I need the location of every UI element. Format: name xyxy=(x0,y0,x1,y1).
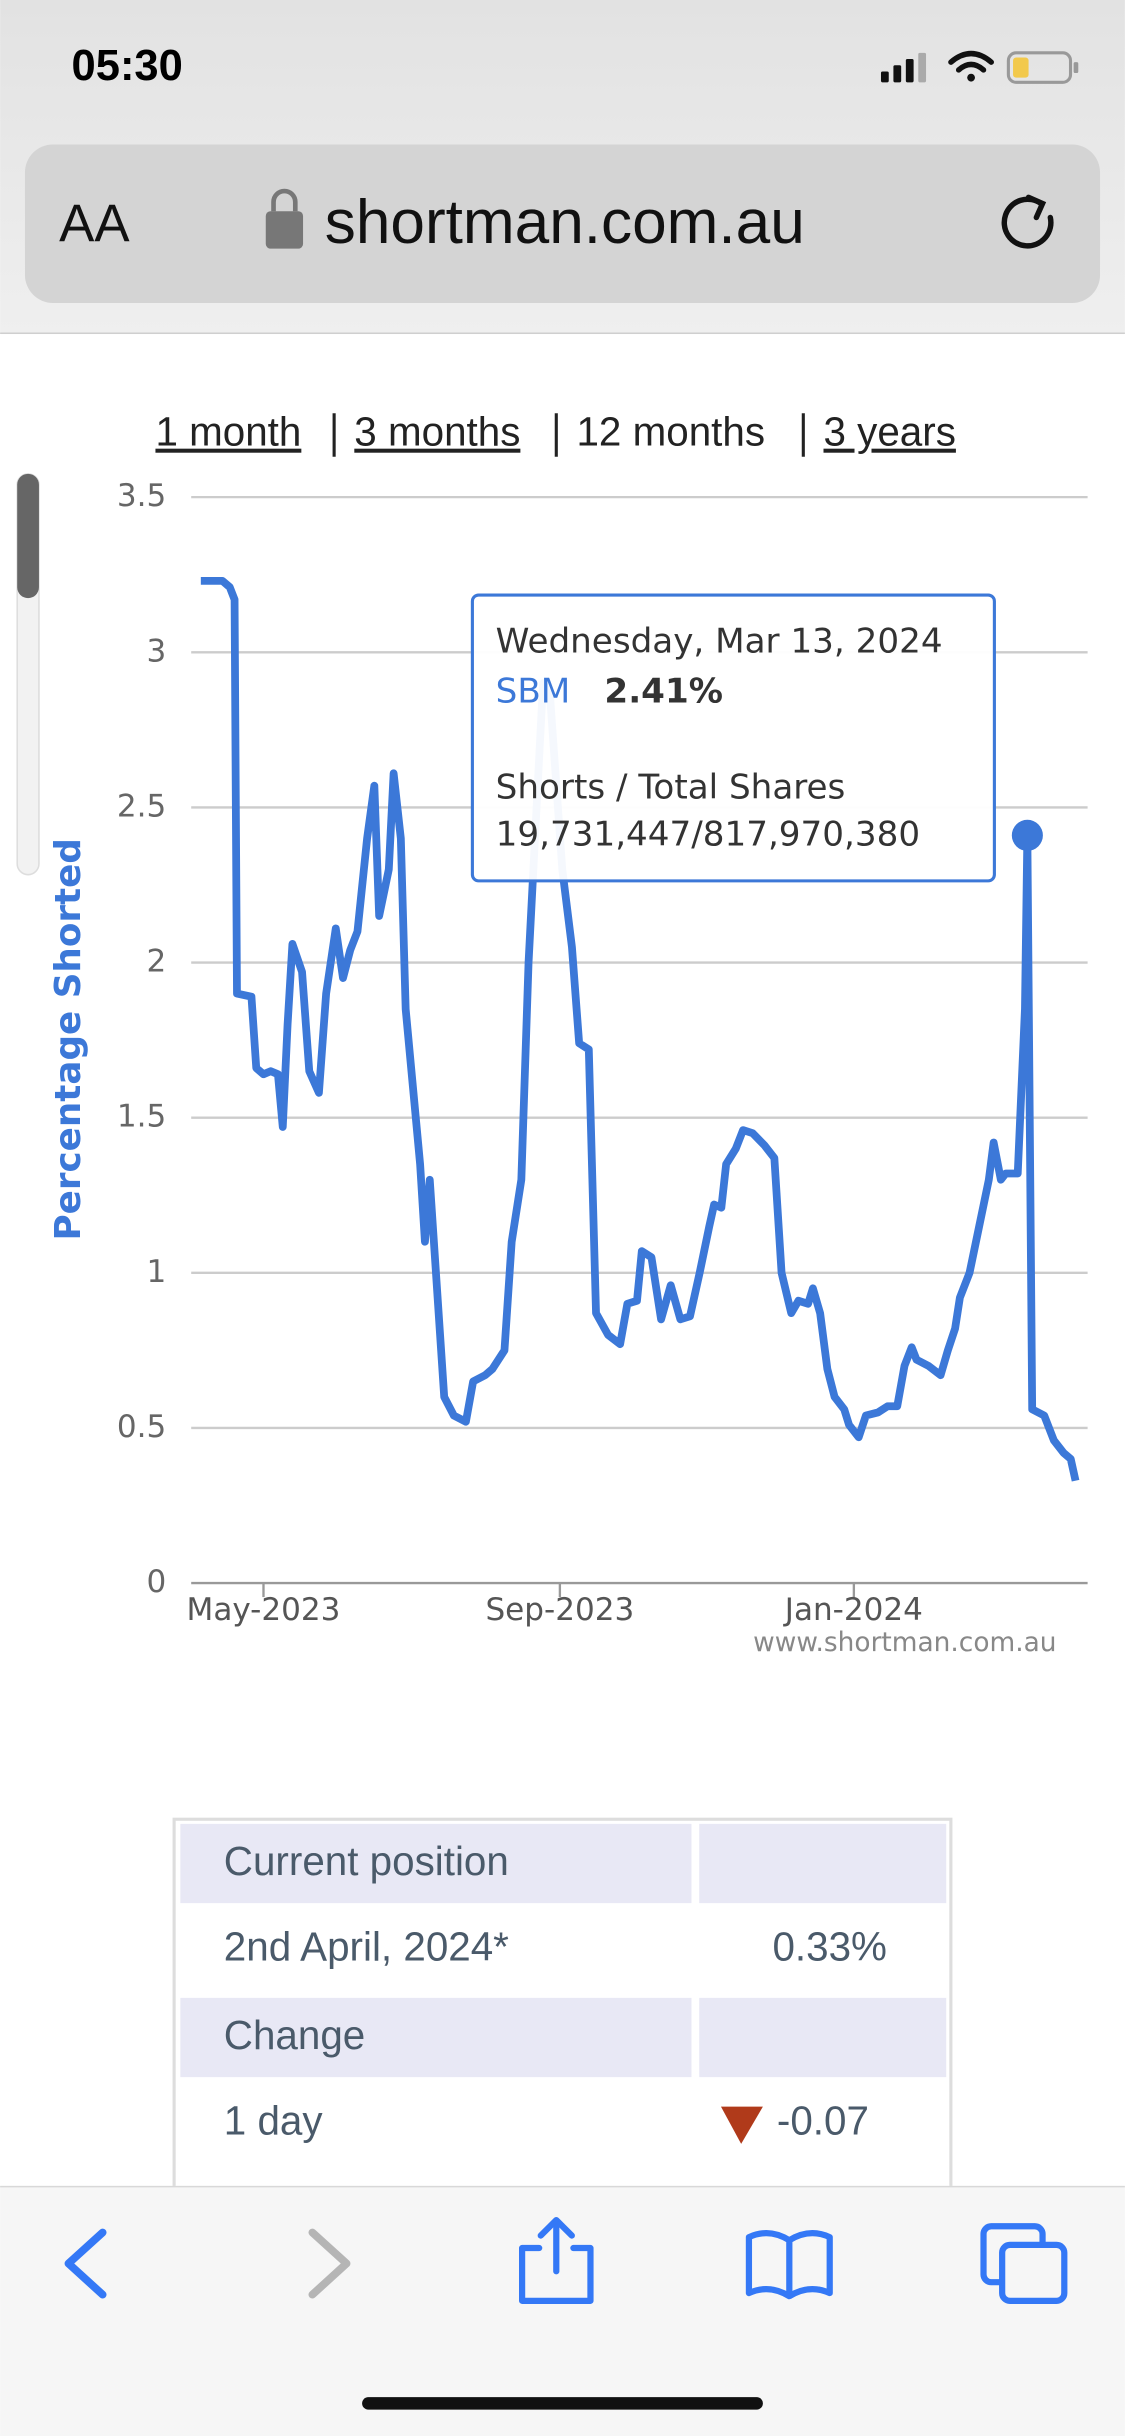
y-tick-label: 3 xyxy=(147,633,167,669)
tooltip-value: 2.41% xyxy=(604,671,723,711)
row-value: -0.07 xyxy=(777,2097,869,2143)
tooltip-shares-label: Shorts / Total Shares xyxy=(496,768,846,808)
tabs-button[interactable] xyxy=(980,2223,1068,2304)
reload-button[interactable] xyxy=(1001,194,1054,249)
down-arrow-icon xyxy=(720,2106,763,2144)
text-size-button[interactable]: AA xyxy=(59,194,130,253)
y-tick-label: 1.5 xyxy=(117,1099,166,1135)
lock-icon xyxy=(265,188,304,249)
y-tick-label: 0 xyxy=(147,1564,167,1600)
home-indicator xyxy=(362,2397,763,2410)
y-tick-label: 0.5 xyxy=(117,1409,166,1445)
y-tick-label: 1 xyxy=(147,1254,167,1290)
tooltip-series: SBM xyxy=(496,671,571,711)
x-tick-label: Jan-2024 xyxy=(783,1592,923,1628)
header-cell xyxy=(180,1997,692,2078)
y-axis-label: Percentage Shorted xyxy=(48,838,89,1240)
y-tick-label: 2 xyxy=(147,944,167,980)
x-tick-label: May-2023 xyxy=(187,1592,341,1628)
wifi-icon xyxy=(948,50,995,82)
tooltip-box xyxy=(470,593,996,883)
y-tick-label: 2.5 xyxy=(117,788,166,824)
header-cell xyxy=(699,1823,947,1904)
signal-icon xyxy=(880,52,927,83)
tooltip-date: Wednesday, Mar 13, 2024 xyxy=(496,622,943,662)
section-heading: Current position xyxy=(224,1838,509,1884)
range-link[interactable]: 12 months xyxy=(576,409,765,455)
address-bar[interactable] xyxy=(24,144,1101,303)
row-label: 2nd April, 2024* xyxy=(224,1923,509,1969)
range-link[interactable]: 1 month xyxy=(155,409,301,455)
battery-icon xyxy=(1006,51,1079,84)
tooltip-shares: 19,731,447/817,970,380 xyxy=(496,814,920,854)
share-button[interactable] xyxy=(519,2216,594,2304)
hover-point xyxy=(1011,819,1043,851)
row-value: 0.33% xyxy=(772,1923,886,1969)
range-link[interactable]: 3 years xyxy=(824,409,956,455)
clock: 05:30 xyxy=(72,42,183,90)
row-label: 1 day xyxy=(224,2097,324,2143)
range-link[interactable]: 3 months xyxy=(354,409,520,455)
x-tick-label: Sep-2023 xyxy=(485,1592,634,1628)
credit: www.shortman.com.au xyxy=(753,1627,1056,1658)
back-button[interactable] xyxy=(64,2228,107,2299)
header-cell xyxy=(699,1997,947,2078)
bookmarks-button[interactable] xyxy=(745,2230,833,2300)
section-heading: Change xyxy=(224,2012,365,2058)
forward-button[interactable] xyxy=(308,2228,351,2299)
y-tick-label: 3.5 xyxy=(117,478,166,514)
scroll-indicator xyxy=(16,473,40,876)
series-line xyxy=(200,577,1080,1482)
header-cell xyxy=(180,1823,692,1904)
url[interactable]: shortman.com.au xyxy=(325,188,805,257)
